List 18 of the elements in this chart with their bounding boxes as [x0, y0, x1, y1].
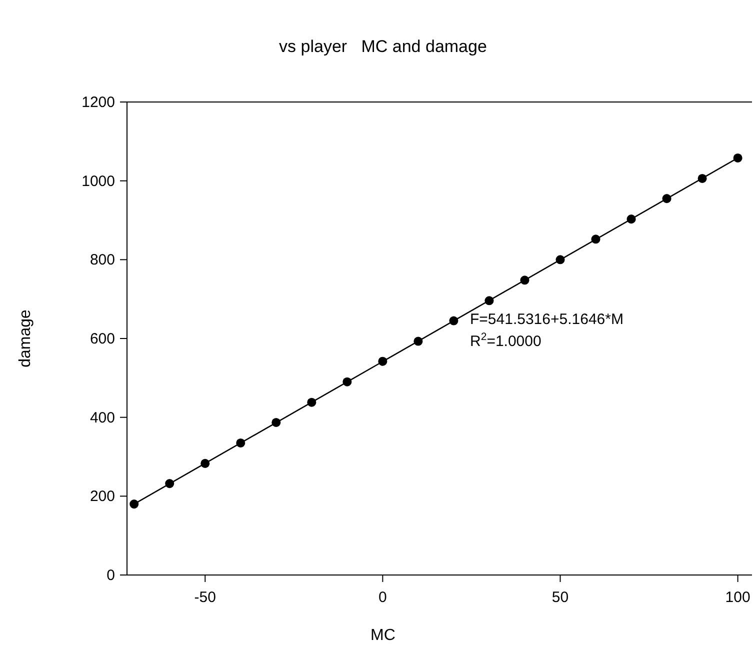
y-tick-label: 800	[90, 252, 115, 269]
y-tick-label: 400	[90, 409, 115, 426]
x-tick-label: -50	[194, 589, 216, 606]
annotation: F=541.5316+5.1646*M	[470, 311, 624, 328]
x-tick-label: 0	[378, 589, 387, 606]
y-tick-label: 1000	[82, 172, 115, 190]
y-tick-label: 0	[106, 567, 115, 584]
point	[733, 153, 742, 162]
annotation: R$^{2}$=1.0000	[470, 331, 542, 350]
y-tick-label: 600	[90, 330, 115, 348]
chart-title: vs player MC and damage	[279, 37, 487, 56]
y-tick-label: 200	[90, 488, 115, 506]
x-tick-label: 100	[725, 589, 750, 606]
y-axis-title: damage	[17, 309, 34, 368]
x-tick-label: 50	[552, 589, 569, 606]
point	[130, 500, 139, 509]
y-tick-label: 1200	[82, 94, 115, 111]
x-axis-title: MC	[370, 627, 396, 644]
